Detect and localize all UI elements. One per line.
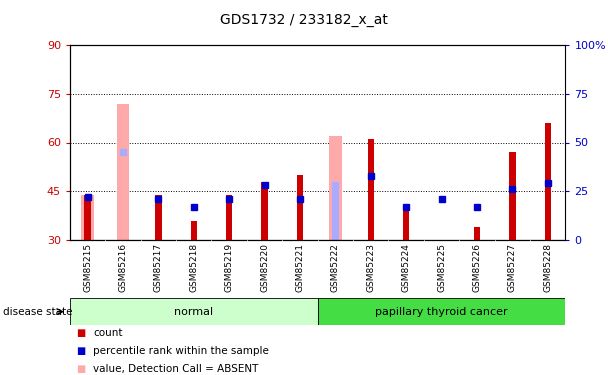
Bar (331, 185, 339, 240)
Text: GSM85219: GSM85219 (225, 243, 233, 292)
Text: GSM85228: GSM85228 (543, 243, 552, 292)
Text: GSM85222: GSM85222 (331, 243, 340, 292)
Text: GSM85221: GSM85221 (295, 243, 305, 292)
Bar (545, 123, 551, 240)
Text: ■: ■ (76, 346, 85, 355)
Bar (117, 104, 130, 240)
Text: GSM85217: GSM85217 (154, 243, 163, 292)
Text: GSM85225: GSM85225 (437, 243, 446, 292)
Text: value, Detection Call = ABSENT: value, Detection Call = ABSENT (93, 364, 258, 374)
Text: GSM85224: GSM85224 (402, 243, 410, 292)
Bar (317, 298, 565, 325)
Text: GSM85227: GSM85227 (508, 243, 517, 292)
Text: GSM85215: GSM85215 (83, 243, 92, 292)
Text: GSM85223: GSM85223 (366, 243, 375, 292)
Text: count: count (93, 328, 123, 338)
Text: GSM85216: GSM85216 (119, 243, 128, 292)
Bar (368, 139, 374, 240)
Bar (297, 175, 303, 240)
Bar (403, 211, 409, 240)
Text: GSM85226: GSM85226 (472, 243, 482, 292)
Bar (191, 220, 197, 240)
Bar (85, 195, 91, 240)
Text: GDS1732 / 233182_x_at: GDS1732 / 233182_x_at (220, 13, 388, 27)
Bar (155, 195, 162, 240)
Text: normal: normal (174, 307, 213, 316)
Bar (474, 227, 480, 240)
Bar (70, 298, 317, 325)
Text: papillary thyroid cancer: papillary thyroid cancer (375, 307, 508, 316)
Text: ■: ■ (76, 328, 85, 338)
Bar (329, 136, 342, 240)
Text: GSM85218: GSM85218 (189, 243, 198, 292)
Bar (261, 182, 268, 240)
Text: percentile rank within the sample: percentile rank within the sample (93, 346, 269, 355)
Text: GSM85220: GSM85220 (260, 243, 269, 292)
Text: ■: ■ (76, 364, 85, 374)
Bar (226, 195, 232, 240)
Text: disease state: disease state (3, 307, 72, 316)
Bar (81, 195, 94, 240)
Bar (509, 152, 516, 240)
